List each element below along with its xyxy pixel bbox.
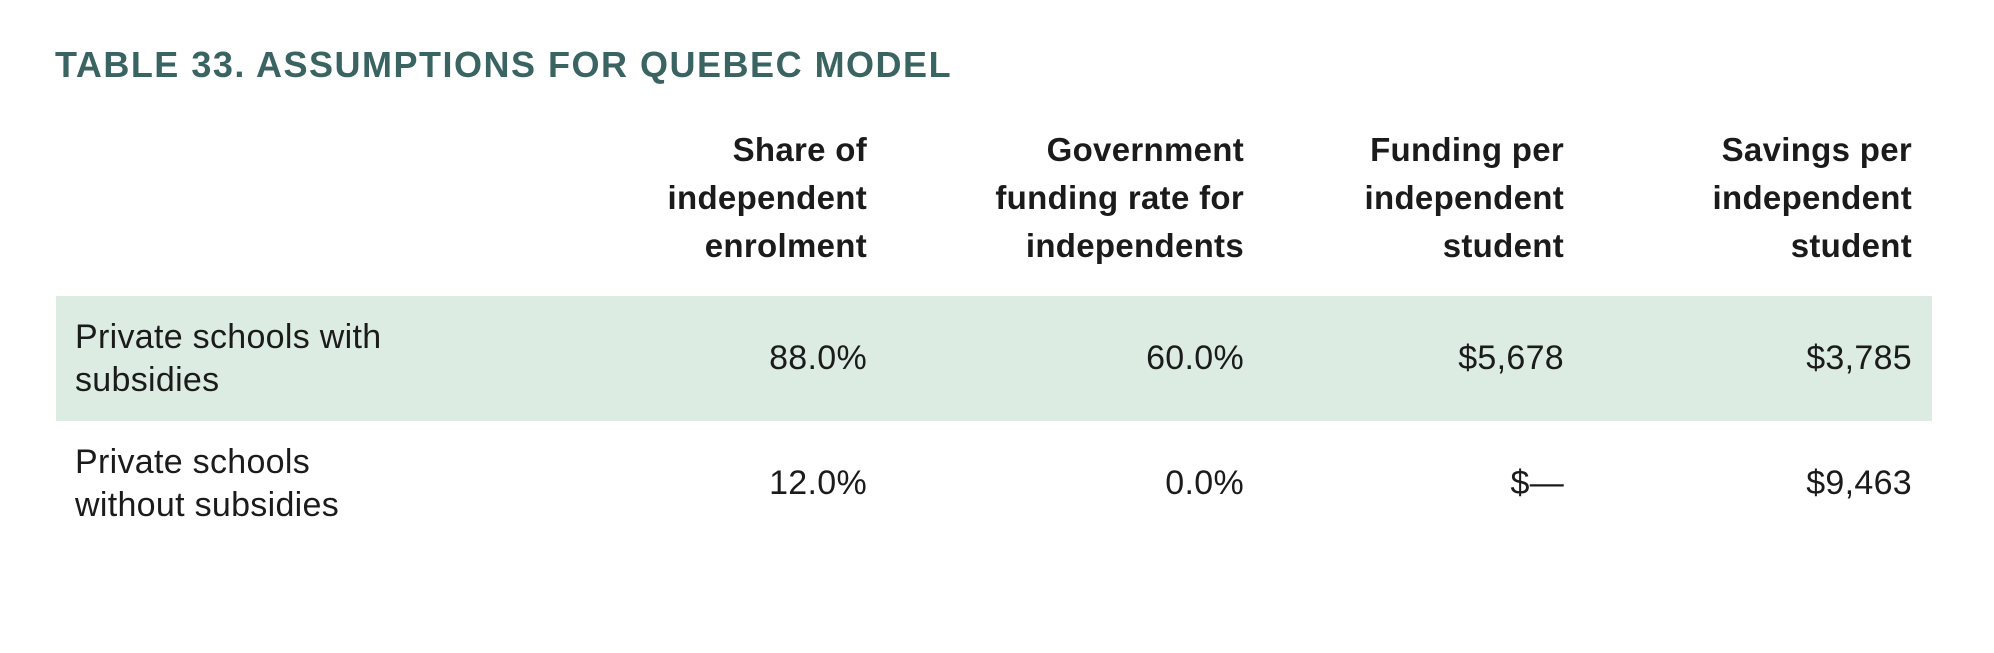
assumptions-table: Share of independent enrolment Governmen…: [56, 126, 1932, 546]
cell-funding-rate: 60.0%: [1146, 339, 1244, 377]
table-title: TABLE 33. ASSUMPTIONS FOR QUEBEC MODEL: [55, 44, 953, 85]
table-header-row: Share of independent enrolment Governmen…: [56, 126, 1932, 296]
cell-share-of-enrolment: 12.0%: [769, 464, 867, 502]
table-row-private-schools-with-subsidies: Private schools with subsidies 88.0% 60.…: [56, 296, 1932, 421]
cell-savings-per-student: $9,463: [1806, 464, 1912, 502]
row-label: Private schools without subsidies: [75, 442, 340, 524]
cell-savings-per-student: $3,785: [1806, 339, 1912, 377]
cell-share-of-enrolment: 88.0%: [769, 339, 867, 377]
column-header-savings-per-student: Savings per independent student: [1712, 131, 1912, 264]
row-label: Private schools with subsidies: [75, 317, 382, 399]
cell-funding-rate: 0.0%: [1165, 464, 1244, 502]
cell-funding-per-student: $5,678: [1458, 339, 1564, 377]
table-row-private-schools-without-subsidies: Private schools without subsidies 12.0% …: [56, 421, 1932, 546]
column-header-funding-per-student: Funding per independent student: [1364, 131, 1564, 264]
cell-funding-per-student: $—: [1510, 464, 1564, 502]
column-header-share-of-independent-enrolment: Share of independent enrolment: [667, 131, 867, 264]
column-header-government-funding-rate: Government funding rate for independents: [995, 131, 1244, 264]
header-row-label-spacer: [56, 126, 556, 270]
